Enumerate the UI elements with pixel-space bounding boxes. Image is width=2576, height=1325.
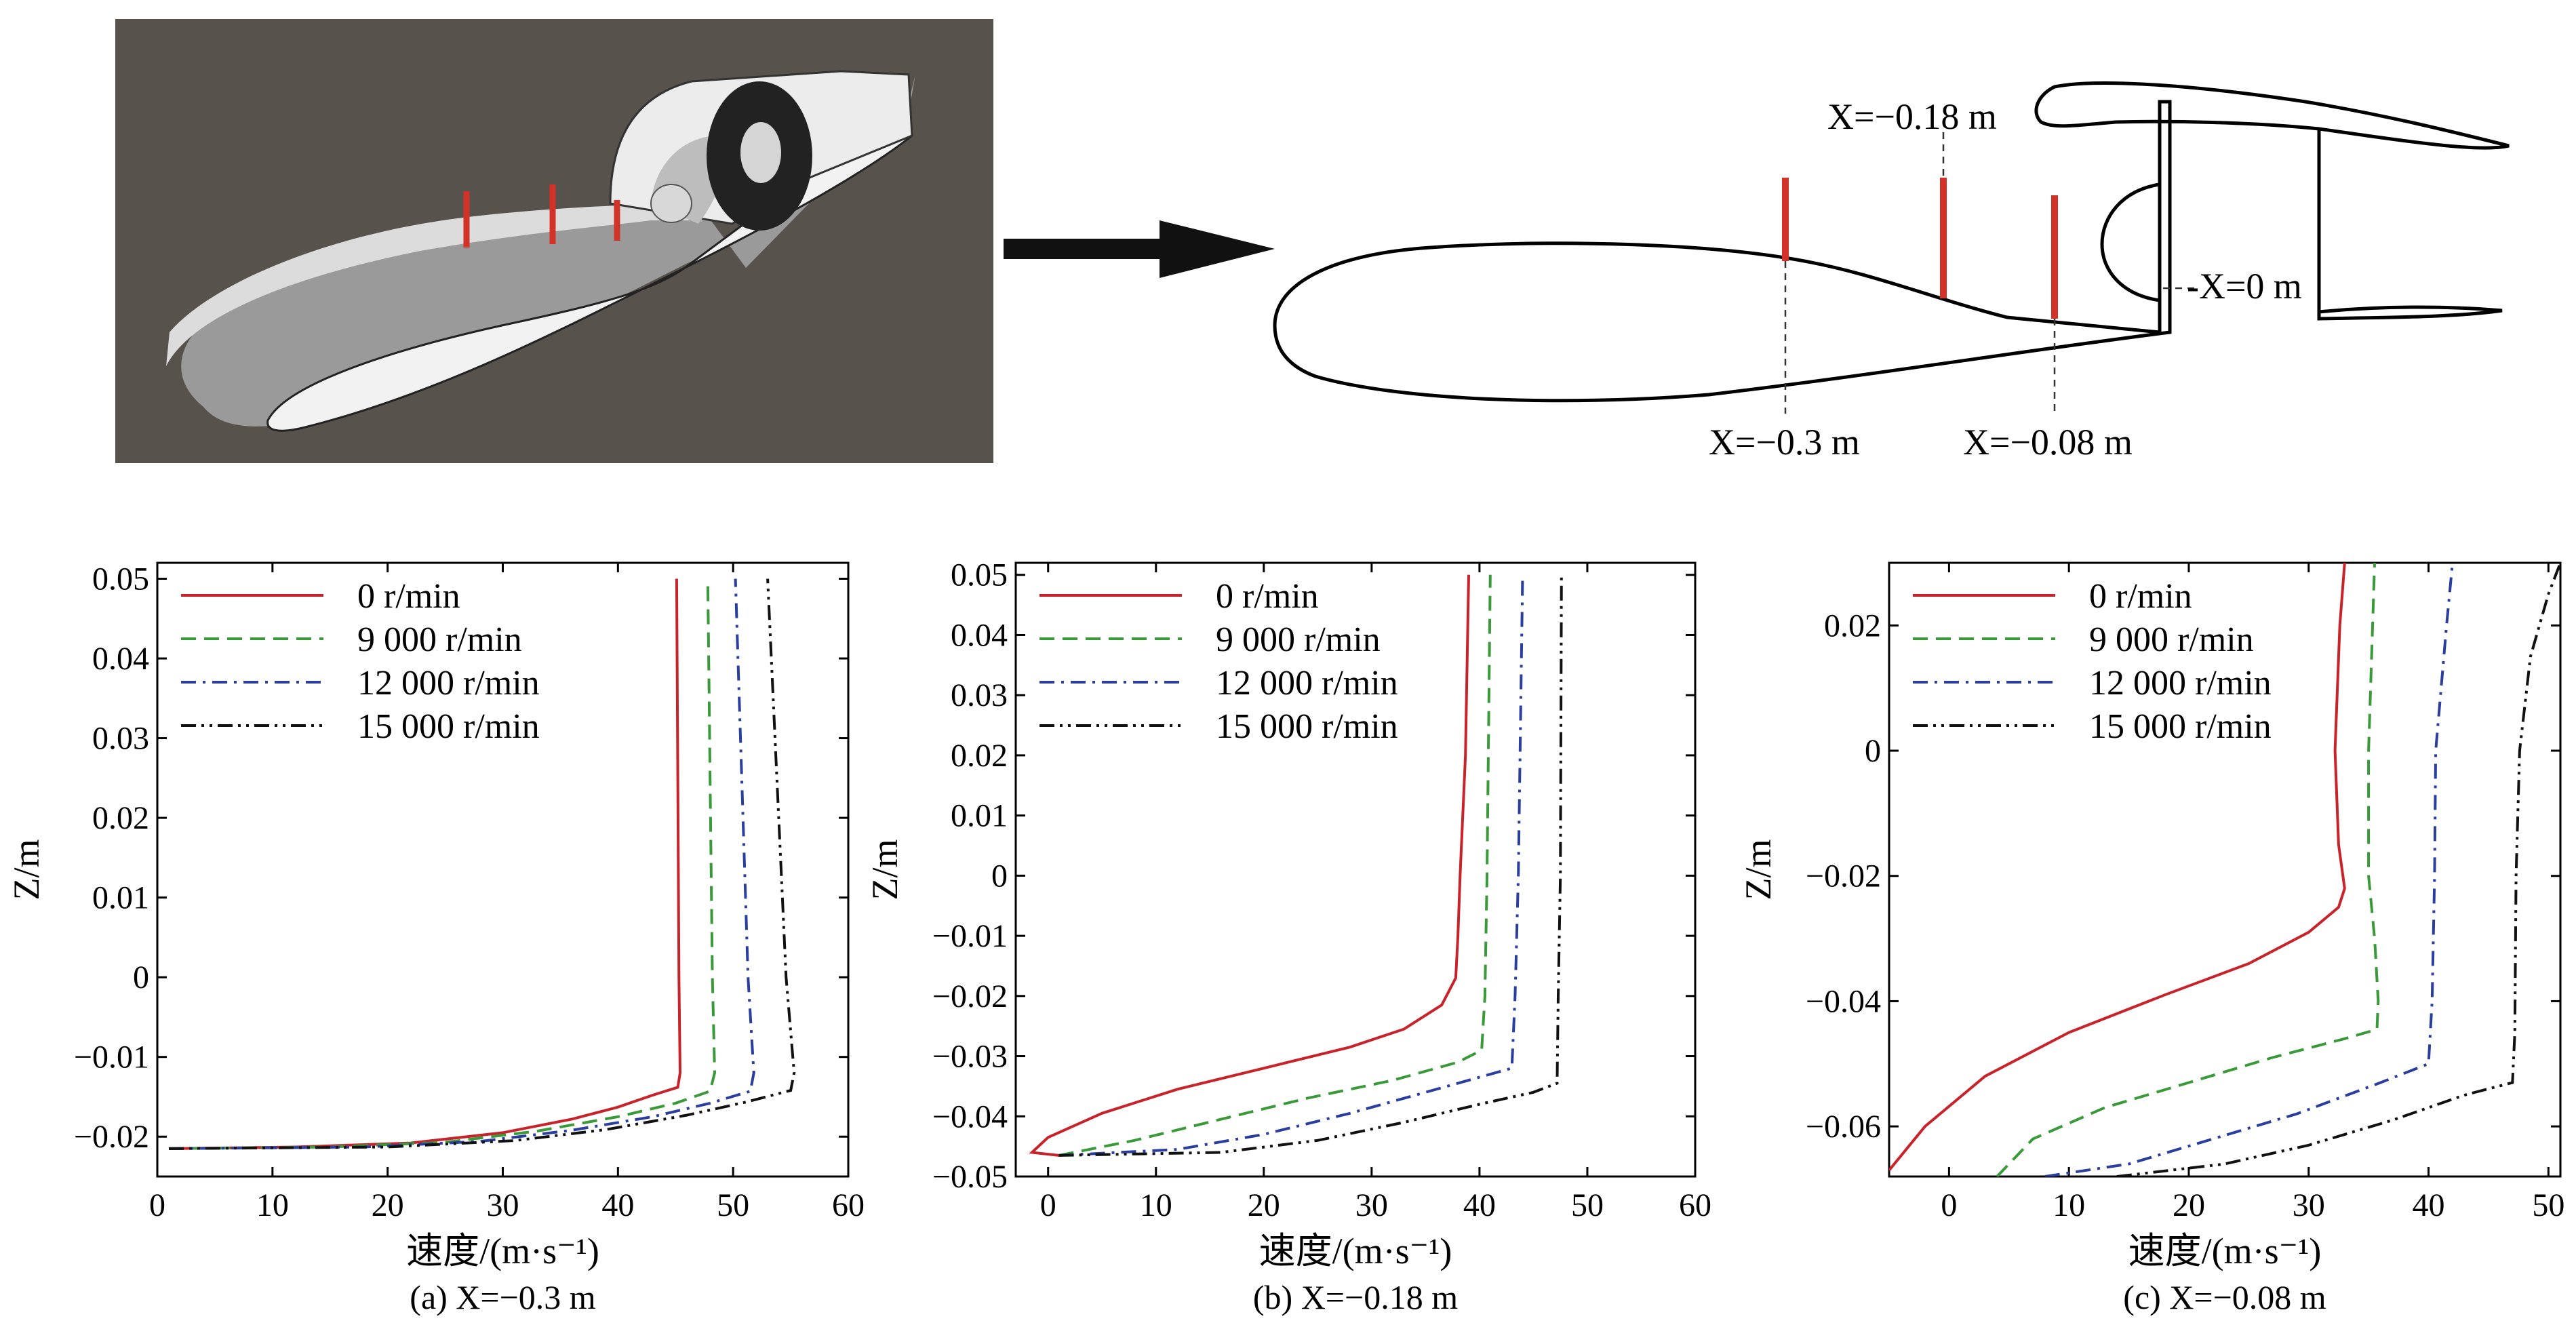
series-line-2 bbox=[1058, 574, 1524, 1157]
series-line-2 bbox=[168, 578, 755, 1150]
y-tick-label: 0 bbox=[1865, 733, 1881, 769]
y-tick-label: 0.03 bbox=[92, 721, 149, 757]
legend-label-1: 9 000 r/min bbox=[1216, 620, 1381, 659]
chart-c: 0 10 20 30 40 50 −0.06 −0.04 −0.02 0 0.02 0 r/min 9 … bbox=[1738, 561, 2564, 1316]
chart-caption: (a) X=−0.3 m bbox=[410, 1278, 595, 1316]
x-tick-label: 20 bbox=[2173, 1187, 2205, 1223]
x-tick-label: 10 bbox=[1140, 1187, 1172, 1223]
schematic-leaders bbox=[1784, 132, 2197, 414]
y-tick-label: −0.05 bbox=[932, 1159, 1008, 1195]
x-tick-label: 10 bbox=[256, 1187, 289, 1223]
x-tick-label: 30 bbox=[487, 1187, 519, 1223]
y-tick-label: −0.02 bbox=[1806, 858, 1881, 894]
y-tick-label: 0.01 bbox=[92, 880, 149, 916]
chart-caption: (c) X=−0.08 m bbox=[2123, 1278, 2326, 1316]
series-line-3 bbox=[168, 578, 796, 1150]
transition-arrow bbox=[1004, 220, 1275, 278]
legend-label-2: 12 000 r/min bbox=[1216, 664, 1398, 703]
y-tick-label: 0.03 bbox=[951, 677, 1008, 713]
label-x-008: X=−0.08 m bbox=[1963, 422, 2133, 462]
legend-label-3: 15 000 r/min bbox=[357, 707, 540, 746]
label-x-0: -X=0 m bbox=[2187, 266, 2302, 306]
y-tick-label: 0.02 bbox=[92, 800, 149, 836]
x-axis-label: 速度/(m·s⁻¹) bbox=[2128, 1231, 2322, 1271]
x-tick-label: 20 bbox=[372, 1187, 404, 1223]
series-line-0 bbox=[1889, 563, 2346, 1172]
series-line-3 bbox=[1058, 574, 1563, 1157]
y-axis-label: Z/m bbox=[1738, 839, 1779, 901]
y-tick-label: 0 bbox=[991, 858, 1008, 894]
y-tick-label: 0.05 bbox=[951, 557, 1008, 593]
legend-label-1: 9 000 r/min bbox=[357, 620, 522, 659]
render-body-shadow bbox=[181, 75, 915, 427]
series-line-2 bbox=[2044, 563, 2454, 1176]
y-tick-label: −0.02 bbox=[932, 978, 1008, 1014]
y-tick-label: 0.04 bbox=[92, 641, 149, 677]
schematic-body bbox=[1273, 100, 2172, 403]
x-tick-label: 50 bbox=[2532, 1187, 2564, 1223]
y-tick-label: −0.04 bbox=[1806, 983, 1881, 1019]
render-panel bbox=[115, 19, 993, 463]
legend-label-3: 15 000 r/min bbox=[2089, 707, 2272, 746]
x-axis-label: 速度/(m·s⁻¹) bbox=[1259, 1231, 1452, 1271]
chart-caption: (b) X=−0.18 m bbox=[1253, 1278, 1458, 1316]
plot-frame bbox=[1888, 561, 2562, 1178]
y-tick-label: −0.01 bbox=[932, 918, 1008, 954]
legend-label-3: 15 000 r/min bbox=[1216, 707, 1398, 746]
x-tick-label: 50 bbox=[717, 1187, 749, 1223]
x-tick-label: 40 bbox=[601, 1187, 634, 1223]
y-tick-label: 0.04 bbox=[951, 617, 1008, 653]
x-tick-label: 60 bbox=[1679, 1187, 1711, 1223]
y-tick-label: −0.02 bbox=[74, 1119, 149, 1155]
y-tick-label: −0.06 bbox=[1806, 1109, 1881, 1145]
x-tick-label: 50 bbox=[1571, 1187, 1604, 1223]
y-tick-label: 0.01 bbox=[951, 798, 1008, 834]
series-line-3 bbox=[2116, 563, 2560, 1176]
label-x-018: X=−0.18 m bbox=[1827, 96, 1997, 137]
legend-label-0: 0 r/min bbox=[2089, 577, 2192, 616]
x-tick-label: 60 bbox=[832, 1187, 865, 1223]
series-line-1 bbox=[1996, 563, 2380, 1176]
schematic-upper-lip bbox=[2034, 81, 2510, 321]
chart-a: 0 10 20 30 40 50 60 −0.02 −0.01 0 0.01 0.02 0.03 0.04… bbox=[6, 561, 865, 1316]
x-tick-label: 10 bbox=[2053, 1187, 2085, 1223]
y-axis-label: Z/m bbox=[6, 839, 47, 901]
x-tick-label: 40 bbox=[2413, 1187, 2445, 1223]
legend-label-0: 0 r/min bbox=[1216, 577, 1319, 616]
y-tick-label: 0.02 bbox=[951, 738, 1008, 774]
schematic bbox=[1273, 81, 2510, 403]
y-axis-label: Z/m bbox=[865, 839, 905, 901]
series-line-0 bbox=[1029, 574, 1470, 1157]
x-tick-label: 0 bbox=[149, 1187, 165, 1223]
x-axis-label: 速度/(m·s⁻¹) bbox=[406, 1231, 599, 1271]
legend-label-2: 12 000 r/min bbox=[357, 664, 540, 703]
y-tick-label: −0.03 bbox=[932, 1039, 1008, 1075]
x-tick-label: 0 bbox=[1040, 1187, 1056, 1223]
x-tick-label: 40 bbox=[1463, 1187, 1496, 1223]
y-tick-label: 0.05 bbox=[92, 561, 149, 597]
y-tick-label: 0.02 bbox=[1824, 608, 1881, 644]
y-tick-label: −0.04 bbox=[932, 1099, 1008, 1134]
render-spinner bbox=[650, 184, 692, 223]
x-tick-label: 30 bbox=[2293, 1187, 2325, 1223]
schematic-rotor-arc bbox=[2100, 182, 2160, 302]
y-tick-label: 0 bbox=[133, 960, 149, 995]
legend-label-1: 9 000 r/min bbox=[2089, 620, 2254, 659]
legend-label-2: 12 000 r/min bbox=[2089, 664, 2272, 703]
x-tick-label: 30 bbox=[1355, 1187, 1388, 1223]
x-tick-label: 20 bbox=[1248, 1187, 1280, 1223]
plot-frame bbox=[1014, 561, 1697, 1178]
series-line-0 bbox=[168, 578, 682, 1150]
y-tick-label: −0.01 bbox=[74, 1040, 149, 1075]
render-side-face bbox=[266, 100, 913, 432]
legend-label-0: 0 r/min bbox=[357, 577, 460, 616]
render-rotor-hub bbox=[740, 122, 781, 183]
label-x-03: X=−0.3 m bbox=[1709, 422, 1860, 462]
x-tick-label: 0 bbox=[1941, 1187, 1957, 1223]
series-line-1 bbox=[1058, 574, 1492, 1157]
chart-b: 0 10 20 30 40 50 60 −0.05 −0.04 −0.03 −0.02 −0.01 0 0… bbox=[865, 557, 1711, 1316]
